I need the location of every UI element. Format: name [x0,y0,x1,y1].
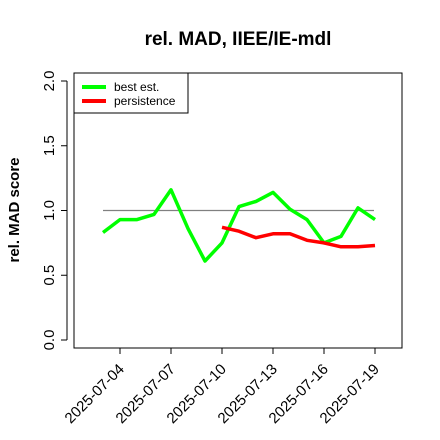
y-tick-label: 2.0 [41,71,58,92]
y-tick-label: 0.0 [41,330,58,351]
y-tick-label: 1.5 [41,135,58,156]
series-group [101,188,376,263]
y-tick-label: 1.0 [41,200,58,221]
chart-title: rel. MAD, IIEE/IE-mdl [145,29,332,50]
y-axis: 0.0 0.5 1.0 1.5 2.0 [41,71,68,351]
y-tick-label: 0.5 [41,265,58,286]
legend: best est. persistence [73,72,189,114]
series-line-persistence [221,225,376,249]
legend-label-persistence: persistence [114,94,176,108]
y-axis-label: rel. MAD score [6,157,23,262]
legend-label-best-est: best est. [114,80,159,94]
legend-box [73,72,189,114]
series-line-best-est [101,188,376,263]
x-axis: 2025-07-042025-07-072025-07-102025-07-13… [62,347,383,427]
